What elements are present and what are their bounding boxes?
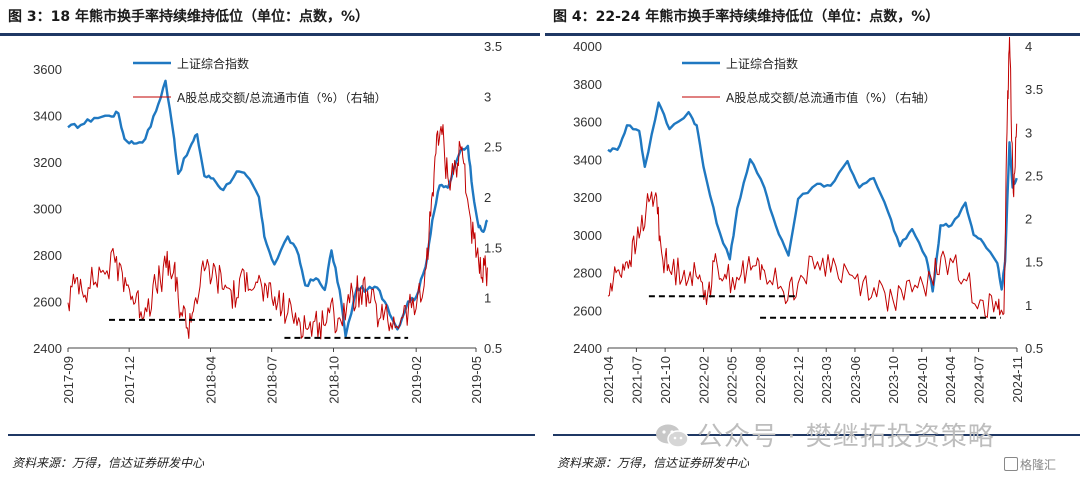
x-tick-label: 2024-07 [972,356,987,404]
x-tick-label: 2019-02 [409,356,424,404]
chart-panel-right: 图 4：22-24 年熊市换手率持续维持低位（单位：点数，%） 2400 2600… [545,0,1080,479]
y-left-tick-label: 3200 [33,155,62,170]
index-series-line [607,101,1018,293]
y-right-tick-label: 0.5 [484,341,502,356]
figure-title: 图 3：18 年熊市换手率持续维持低位（单位：点数，%） [8,9,369,25]
y-left-tick-label: 3000 [573,228,602,243]
y-right-tick-label: 1.5 [484,240,502,255]
y-right-tick-label: 2 [484,190,491,205]
x-tick-label: 2023-03 [819,356,834,404]
x-tick-label: 2017-12 [122,356,137,404]
x-tick-label: 2022-02 [697,356,712,404]
y-left-tick-label: 2400 [573,341,602,356]
y-right-tick-label: 4 [1025,39,1032,54]
y-left-tick-label: 3600 [573,115,602,130]
logo-text: 格隆汇 [1020,458,1057,472]
index-series-line [67,79,489,338]
y-right-tick-label: 1 [484,291,491,306]
x-tick-label: 2018-10 [327,356,342,404]
source-note: 资料来源：万得，信达证券研发中心 [557,456,750,470]
chart-svg: 2400 2600 2800 3000 3200 3400 3600 3800 4000 0.5 1… [573,36,1043,404]
top-rule [545,33,1080,36]
legend-label-index: 上证综合指数 [726,56,798,71]
turnover-series-line [607,36,1018,318]
figure-title: 图 4：22-24 年熊市换手率持续维持低位（单位：点数，%） [553,9,940,25]
x-tick-label: 2021-04 [601,356,616,404]
y-right-tick-label: 0.5 [1025,341,1043,356]
y-left-tick-label: 2800 [573,266,602,281]
legend-label-index: 上证综合指数 [177,56,249,71]
source-note: 资料来源：万得，信达证券研发中心 [12,456,205,470]
x-tick-label: 2022-12 [791,356,806,404]
y-right-tick-label: 2.5 [484,140,502,155]
logo-icon [1004,457,1018,471]
x-tick-label: 2021-07 [629,356,644,404]
x-tick-label: 2017-09 [61,356,76,404]
x-tick-label: 2023-06 [848,356,863,404]
watermark: 公众号 · 樊继拓投资策略 [655,416,995,453]
y-left-tick-label: 2600 [573,303,602,318]
y-left-tick-label: 3400 [33,109,62,124]
legend-label-turnover: A股总成交额/总流通市值（%）（右轴） [177,90,387,105]
y-right-tick-label: 1.5 [1025,255,1043,270]
gelonghui-logo: 格隆汇 [1004,456,1056,473]
y-right-tick-label: 3 [1025,125,1032,140]
x-tick-label: 2018-07 [265,356,280,404]
y-left-tick-label: 3600 [33,62,62,77]
legend-label-turnover: A股总成交额/总流通市值（%）（右轴） [726,90,936,105]
y-right-tick-label: 2.5 [1025,168,1043,183]
y-right-tick-label: 2 [1025,212,1032,227]
top-rule [0,33,540,36]
turnover-series-line [67,124,488,340]
x-tick-label: 2023-10 [886,356,901,404]
chart-svg: 2400 2600 2800 3000 3200 3400 3600 0.5 1 1.5 2 2.5 3… [33,39,502,404]
x-tick-label: 2022-05 [724,356,739,404]
y-left-tick-label: 2600 [33,295,62,310]
x-tick-label: 2024-04 [943,356,958,404]
y-left-tick-label: 3000 [33,202,62,217]
y-left-tick-label: 2400 [33,341,62,356]
x-tick-label: 2022-08 [753,356,768,404]
x-tick-label: 2018-04 [203,356,218,404]
y-left-tick-label: 4000 [573,39,602,54]
watermark-text: 公众号 · 樊继拓投资策略 [697,422,995,452]
x-tick-label: 2019-05 [469,356,484,404]
chart-panel-left: 图 3：18 年熊市换手率持续维持低位（单位：点数，%） 2400 2600 280… [0,9,540,470]
y-right-tick-label: 3 [484,89,491,104]
bottom-rule [553,434,1080,436]
x-tick-label: 2024-11 [1010,356,1025,403]
y-left-tick-label: 3800 [573,77,602,92]
y-left-tick-label: 3400 [573,152,602,167]
y-right-tick-label: 3.5 [1025,82,1043,97]
y-left-tick-label: 2800 [33,248,62,263]
x-tick-label: 2021-10 [658,356,673,404]
y-right-tick-label: 3.5 [484,39,502,54]
x-tick-label: 2024-01 [915,356,930,404]
y-right-tick-label: 1 [1025,298,1032,313]
wechat-icon [656,424,689,448]
y-left-tick-label: 3200 [573,190,602,205]
bottom-rule [8,434,535,436]
